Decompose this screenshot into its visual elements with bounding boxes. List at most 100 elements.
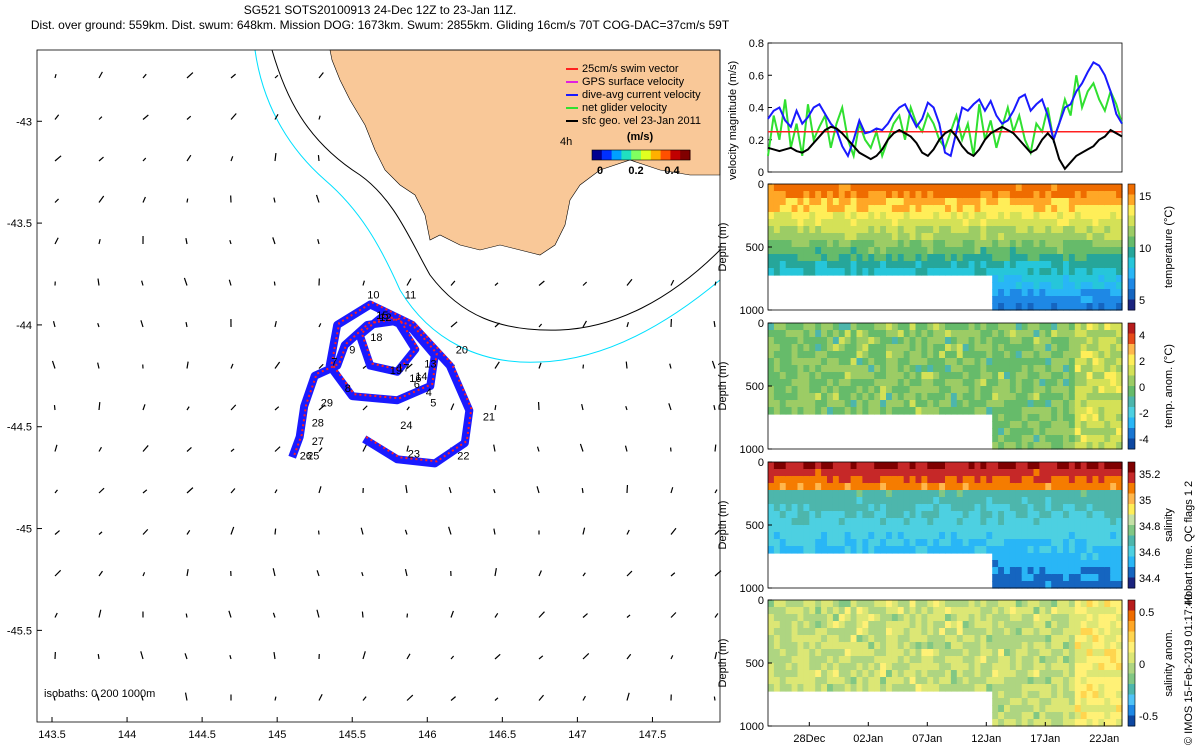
section-cell [791,261,799,269]
current-arrow [318,363,324,369]
section-cell [1033,198,1040,206]
section-cell [915,330,922,338]
section-cell [1080,365,1088,373]
section-cell [1039,649,1046,657]
section-cell [1057,421,1064,429]
section-cell [1104,365,1111,373]
section-cell [768,372,775,380]
section-cell [862,323,869,331]
current-arrow [714,652,718,660]
section-cell [773,525,781,533]
section-cell [933,483,940,491]
section-cell [1021,518,1029,526]
section-cell [1045,205,1052,213]
section-cell [962,670,970,678]
section-cell [927,504,934,512]
section-cell [980,393,987,401]
section-cell [1045,421,1052,429]
section-cell [1098,344,1105,352]
section-colorbar-tick: -4 [1139,434,1149,446]
section-ytick-label: 0 [758,595,764,607]
track-day-label: 16 [409,373,421,385]
section-xtick-label: 12Jan [971,733,1001,745]
section-cell [927,407,934,415]
section-cell [1009,546,1017,554]
section-cell [856,607,863,615]
section-cell [1039,198,1046,206]
section-cell [1068,553,1076,561]
section-cell [803,546,810,554]
section-cell [815,261,822,269]
section-cell [921,532,928,540]
section-cell [962,628,970,636]
section-cell [1015,614,1023,622]
section-cell [1039,184,1046,192]
section-cell [974,226,981,234]
section-cell [1086,574,1094,582]
section-colorbar-frame [1127,322,1136,450]
section-cell [962,483,970,491]
section-cell [832,469,840,477]
section-cell [1086,351,1094,359]
section-cell [939,344,946,352]
section-cell [1057,247,1064,255]
section-cell [927,670,934,678]
section-cell [797,365,804,373]
section-cell [962,539,970,547]
section-cell [1098,677,1105,685]
section-cell [1098,219,1105,227]
section-cell [791,663,799,671]
section-cell [827,358,834,366]
section-cell [856,219,863,227]
section-cell [945,518,952,526]
current-arrow [362,696,367,701]
section-cell [1068,642,1076,650]
section-colorbar-tick: 35 [1139,495,1151,507]
section-cell [1004,581,1011,589]
section-cell [962,240,970,248]
section-cell [868,386,875,394]
section-cell [1015,303,1023,311]
section-cell [968,490,976,498]
section-cell [1068,628,1076,636]
section-cell [850,400,858,408]
section-cell [1045,684,1052,692]
section-cell [1027,275,1035,283]
section-cell [797,621,804,629]
section-cell [821,483,828,491]
section-cell [962,330,970,338]
section-cell [880,198,887,206]
section-cell [1039,289,1046,297]
section-cell [785,684,793,692]
section-cell [1110,212,1117,220]
section-cell [897,677,905,685]
section-cell [1086,240,1094,248]
section-cell [939,365,946,373]
section-cell [850,330,858,338]
section-cell [1063,337,1070,345]
section-cell [1004,628,1011,636]
section-colorbar-tick: 34.8 [1139,521,1160,533]
section-cell [986,469,993,477]
section-cell [1074,574,1082,582]
section-cell [998,421,1005,429]
section-cell [962,635,970,643]
section-cell [856,337,863,345]
section-cell [915,365,922,373]
section-cell [856,656,863,664]
section-cell [1004,351,1011,359]
section-cell [1074,469,1082,477]
section-cell [986,607,993,615]
section-cell [1116,407,1123,415]
section-cell [874,386,881,394]
section-cell [850,191,858,199]
section-cell [903,344,911,352]
section-cell [803,254,810,262]
section-cell [815,372,822,380]
section-cell [962,226,970,234]
section-cell [974,670,981,678]
section-cell [1015,184,1023,192]
section-cell [773,628,781,636]
section-cell [821,504,828,512]
